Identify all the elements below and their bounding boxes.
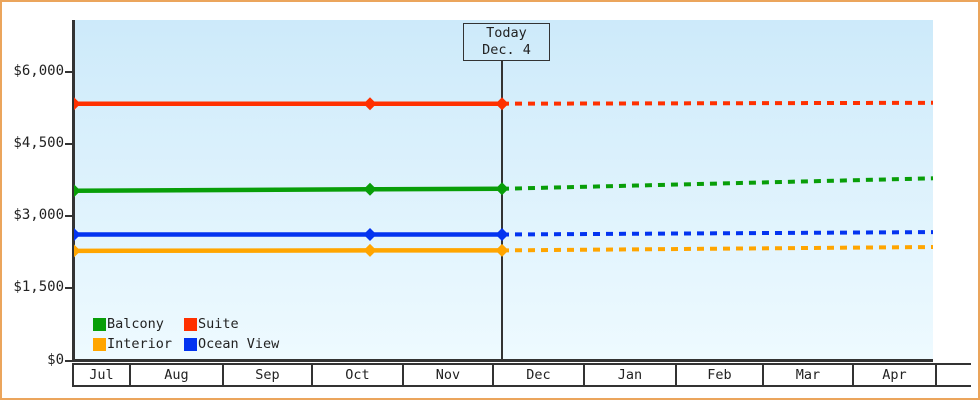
legend-label: Suite (198, 316, 239, 332)
y-axis-tick (65, 287, 72, 290)
chart-legend: Balcony Suite Interior Ocean View (93, 314, 279, 354)
series-point-ocean-view (495, 228, 509, 241)
month-cell-jul: Jul (74, 365, 131, 385)
legend-item-balcony: Balcony (93, 314, 184, 334)
y-axis-label: $4,500 (13, 135, 64, 152)
chart-canvas (74, 61, 934, 359)
month-cell-aug: Aug (131, 365, 224, 385)
series-point-balcony (363, 182, 377, 196)
month-cell-nov: Nov (404, 365, 494, 385)
series-point-interior (363, 243, 377, 257)
series-forecast-interior (501, 245, 934, 253)
legend-label: Balcony (107, 316, 164, 332)
x-axis-month-band: Jul Aug Sep Oct Nov Dec Jan Feb Mar Apr (72, 363, 971, 387)
legend-label: Interior (107, 336, 173, 352)
series-forecast-ocean-view (501, 230, 934, 237)
today-date: Dec. 4 (482, 42, 531, 58)
y-axis-label: $1,500 (13, 279, 64, 296)
legend-item-interior: Interior (93, 334, 184, 354)
legend-label: Ocean View (198, 336, 280, 352)
month-cell-sep: Sep (224, 365, 313, 385)
y-axis-label: $3,000 (13, 207, 64, 224)
legend-swatch-balcony (93, 317, 106, 331)
legend-item-suite: Suite (184, 314, 279, 334)
legend-swatch-suite (184, 317, 197, 331)
today-label: Today (486, 25, 527, 41)
series-point-suite (495, 97, 509, 111)
series-point-suite (74, 97, 81, 111)
legend-item-ocean-view: Ocean View (184, 334, 279, 354)
today-annotation: Today Dec. 4 (463, 23, 550, 61)
series-line-balcony (74, 186, 503, 194)
series-point-balcony (495, 182, 509, 196)
y-axis-label: $6,000 (13, 63, 64, 79)
y-axis-tick (65, 215, 72, 218)
legend-swatch-ocean-view (184, 337, 197, 351)
series-forecast-balcony (501, 176, 934, 191)
series-point-interior (495, 243, 509, 257)
y-axis-tick (65, 71, 72, 73)
month-cell-empty (937, 365, 971, 385)
series-point-ocean-view (363, 228, 377, 241)
series-point-suite (363, 97, 377, 111)
month-cell-feb: Feb (677, 365, 764, 385)
legend-swatch-interior (93, 337, 106, 351)
series-line-interior (74, 248, 502, 254)
series-forecast-suite (501, 100, 934, 106)
series-point-balcony (74, 184, 81, 198)
month-cell-jan: Jan (585, 365, 677, 385)
series-point-interior (74, 244, 81, 258)
month-cell-oct: Oct (313, 365, 404, 385)
y-axis-label: $0 (47, 351, 64, 368)
month-cell-dec: Dec (494, 365, 585, 385)
y-axis-tick (65, 359, 72, 362)
month-cell-mar: Mar (764, 365, 854, 385)
y-axis-tick (65, 143, 72, 146)
series-point-ocean-view (74, 228, 81, 241)
month-cell-apr: Apr (854, 365, 937, 385)
x-axis (72, 359, 933, 362)
